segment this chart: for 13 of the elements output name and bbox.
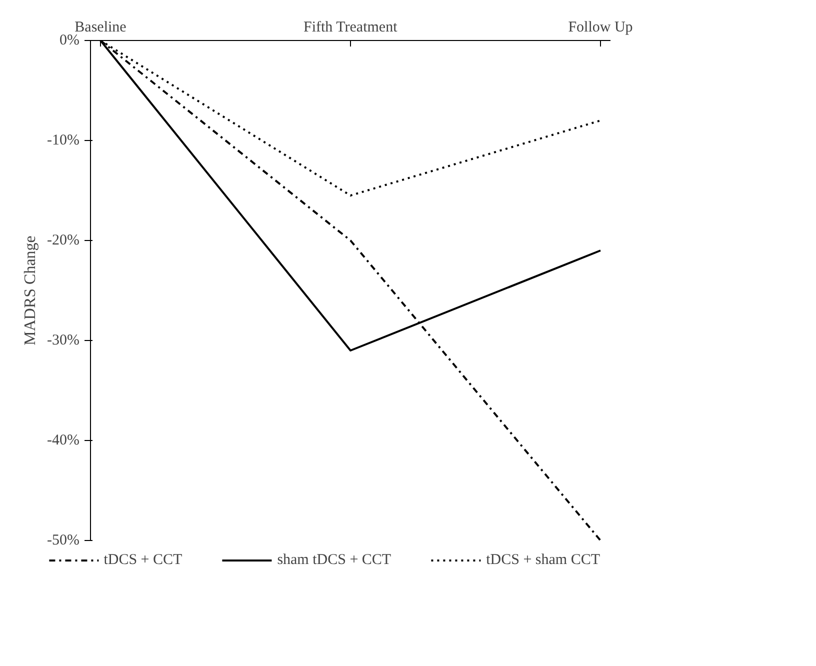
legend-label: tDCS + CCT <box>104 552 182 568</box>
legend-label: tDCS + sham CCT <box>486 552 600 568</box>
x-tick-label: Baseline <box>74 20 127 36</box>
y-tick-label: -40% <box>47 432 80 448</box>
y-tick-label: -50% <box>47 532 80 548</box>
y-axis-title: MADRS Change <box>22 236 40 346</box>
x-tick-label: Follow Up <box>568 20 633 36</box>
y-tick-label: -20% <box>47 232 80 248</box>
y-tick-label: -10% <box>47 132 80 148</box>
y-tick-label: -30% <box>47 332 80 348</box>
x-tick-label: Fifth Treatment <box>303 20 398 36</box>
legend-label: sham tDCS + CCT <box>277 552 392 568</box>
y-tick-label: 0% <box>60 32 80 48</box>
